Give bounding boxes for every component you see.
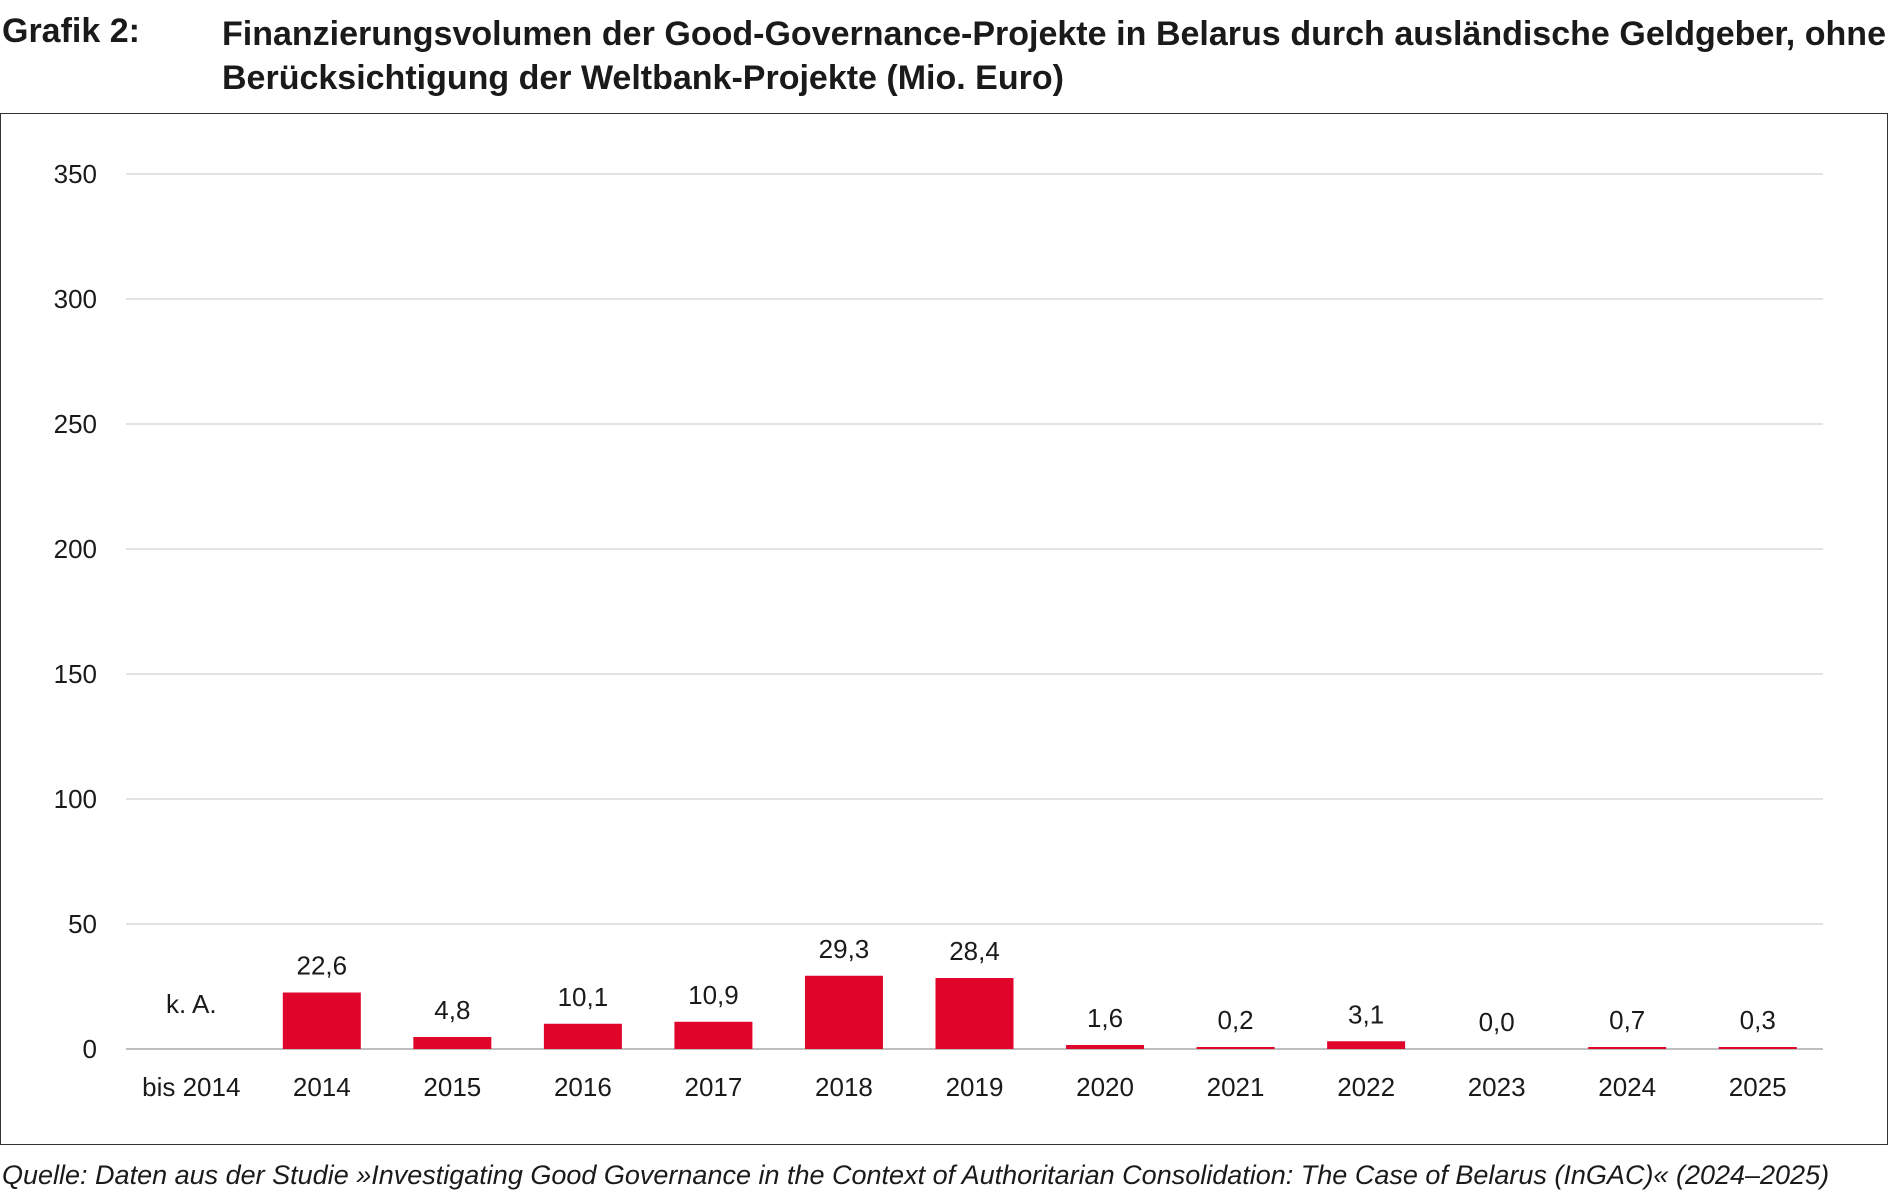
figure-title: Finanzierungsvolumen der Good-Governance… (222, 15, 1886, 97)
y-tick-label: 350 (54, 159, 97, 189)
x-tick-label: 2023 (1468, 1072, 1526, 1102)
x-tick-label: 2014 (293, 1072, 351, 1102)
x-tick-label: 2025 (1729, 1072, 1787, 1102)
x-tick-label: 2022 (1337, 1072, 1395, 1102)
data-label: 0,2 (1217, 1005, 1253, 1035)
bar (1196, 1047, 1275, 1049)
bar (1327, 1041, 1406, 1049)
bar (1066, 1045, 1145, 1049)
data-label: 0,0 (1479, 1007, 1515, 1037)
y-tick-label: 150 (54, 659, 97, 689)
chart-frame: 0 50 100 150 200 250 300 350 k. A. bis 2014 22,6 20… (0, 113, 1888, 1145)
bar (413, 1037, 492, 1049)
data-label: 10,9 (688, 980, 739, 1010)
bar (935, 978, 1014, 1049)
bar (543, 1023, 622, 1049)
data-label: 29,3 (819, 934, 870, 964)
data-label: 4,8 (434, 995, 470, 1025)
data-label: 10,1 (558, 982, 609, 1012)
bar-chart: 0 50 100 150 200 250 300 350 k. A. bis 2014 22,6 20… (54, 159, 1823, 1102)
y-tick-label: 300 (54, 284, 97, 314)
data-label: k. A. (166, 989, 217, 1019)
data-label: 28,4 (949, 936, 1000, 966)
y-tick-label: 100 (54, 784, 97, 814)
data-label: 1,6 (1087, 1003, 1123, 1033)
y-tick-label: 50 (68, 909, 97, 939)
x-tick-label: 2016 (554, 1072, 612, 1102)
source-note: Quelle: Daten aus der Studie »Investigat… (2, 1160, 1830, 1190)
x-tick-label: 2021 (1207, 1072, 1265, 1102)
data-label: 0,7 (1609, 1005, 1645, 1035)
x-tick-label: 2024 (1598, 1072, 1656, 1102)
bar (1718, 1047, 1797, 1049)
data-label: 3,1 (1348, 999, 1384, 1029)
x-tick-label: 2017 (685, 1072, 743, 1102)
bar (1588, 1047, 1667, 1049)
y-tick-label: 0 (83, 1034, 97, 1064)
x-tick-label: 2020 (1076, 1072, 1134, 1102)
y-tick-label: 200 (54, 534, 97, 564)
data-label: 0,3 (1740, 1005, 1776, 1035)
x-tick-label: 2018 (815, 1072, 873, 1102)
bar (804, 975, 883, 1049)
x-tick-label: 2015 (423, 1072, 481, 1102)
bar (282, 992, 361, 1049)
x-tick-label: bis 2014 (142, 1072, 240, 1102)
data-label: 22,6 (297, 951, 348, 981)
y-tick-label: 250 (54, 409, 97, 439)
figure-label: Grafik 2: (2, 12, 140, 50)
x-tick-label: 2019 (946, 1072, 1004, 1102)
bar (674, 1021, 753, 1049)
